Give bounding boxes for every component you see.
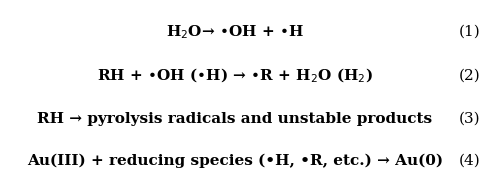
Text: H$_2$O→ •OH + •H: H$_2$O→ •OH + •H [166,23,304,41]
Text: (1): (1) [458,25,480,39]
Text: RH → pyrolysis radicals and unstable products: RH → pyrolysis radicals and unstable pro… [38,112,432,126]
Text: (2): (2) [458,69,480,83]
Text: Au(III) + reducing species (•H, •R, etc.) → Au(0): Au(III) + reducing species (•H, •R, etc.… [27,154,443,168]
Text: (4): (4) [458,154,480,168]
Text: RH + •OH (•H) → •R + H$_2$O (H$_2$): RH + •OH (•H) → •R + H$_2$O (H$_2$) [97,67,373,85]
Text: (3): (3) [458,112,480,126]
